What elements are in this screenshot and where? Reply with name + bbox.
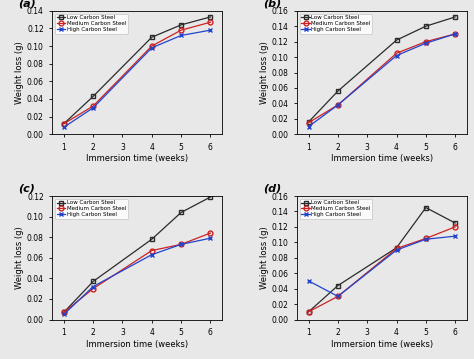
Text: (d): (d) xyxy=(263,183,281,194)
Y-axis label: Weight loss (g): Weight loss (g) xyxy=(15,227,24,289)
Legend: Low Carbon Steel, Medium Carbon Steel, High Carbon Steel: Low Carbon Steel, Medium Carbon Steel, H… xyxy=(55,14,128,33)
Text: (b): (b) xyxy=(263,0,281,8)
X-axis label: Immersion time (weeks): Immersion time (weeks) xyxy=(331,154,433,163)
X-axis label: Immersion time (weeks): Immersion time (weeks) xyxy=(86,340,188,349)
Y-axis label: Weight loss (g): Weight loss (g) xyxy=(15,41,24,104)
Legend: Low Carbon Steel, Medium Carbon Steel, High Carbon Steel: Low Carbon Steel, Medium Carbon Steel, H… xyxy=(300,14,372,33)
Legend: Low Carbon Steel, Medium Carbon Steel, High Carbon Steel: Low Carbon Steel, Medium Carbon Steel, H… xyxy=(55,199,128,219)
Y-axis label: Weight loss (g): Weight loss (g) xyxy=(260,227,269,289)
Text: (a): (a) xyxy=(18,0,36,8)
Y-axis label: Weight loss (g): Weight loss (g) xyxy=(260,41,269,104)
Legend: Low Carbon Steel, Medium Carbon Steel, High Carbon Steel: Low Carbon Steel, Medium Carbon Steel, H… xyxy=(300,199,372,219)
X-axis label: Immersion time (weeks): Immersion time (weeks) xyxy=(86,154,188,163)
Text: (c): (c) xyxy=(18,183,35,194)
X-axis label: Immersion time (weeks): Immersion time (weeks) xyxy=(331,340,433,349)
